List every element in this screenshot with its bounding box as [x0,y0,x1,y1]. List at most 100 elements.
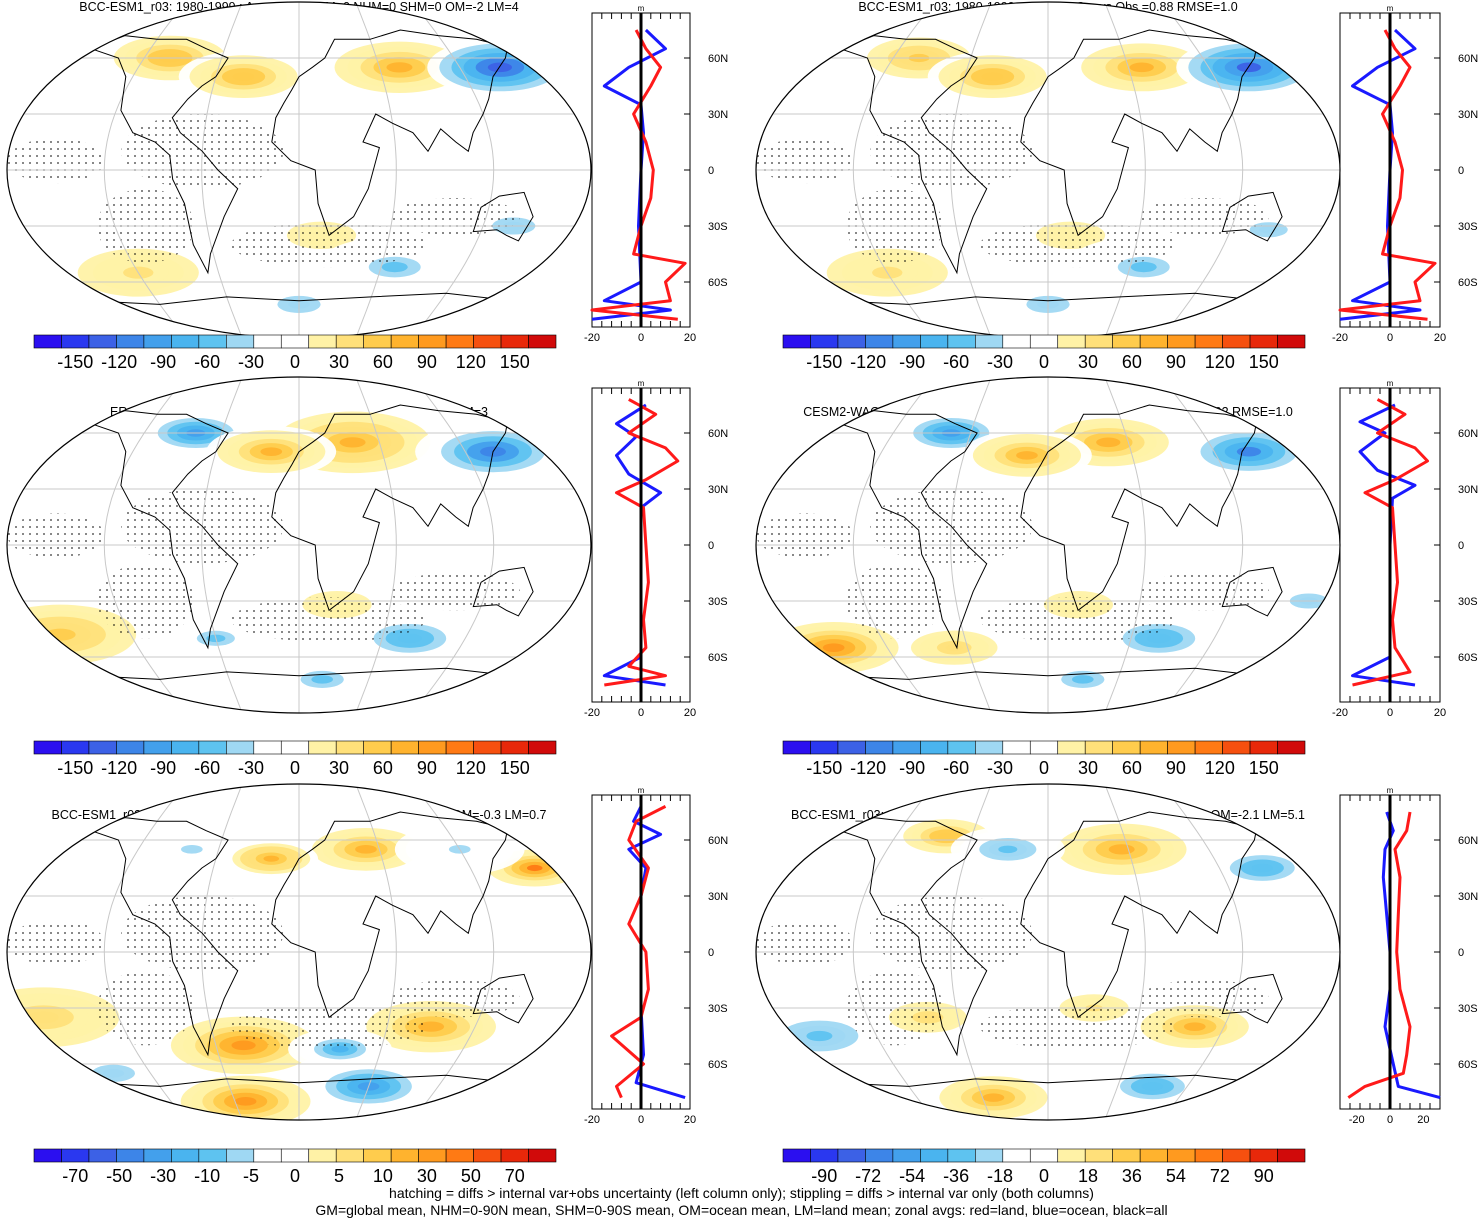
colorbar-label: -60 [943,758,969,778]
colorbar: -150 -120 -90 -60 -30 0 30 60 90 120 150 [33,334,557,372]
zonal-lat-label: 30N [1458,109,1478,121]
stippling-region-3 [756,513,854,559]
colorbar-label: 60 [1122,352,1142,372]
coastline-3 [1221,973,1283,1024]
zonal-lat-label: 60S [1458,277,1478,289]
anomaly-10-level-1 [102,1069,125,1078]
zonal-lat-label: 0 [708,947,714,959]
colorbar-swatch-3 [88,334,117,349]
coastline-3 [472,973,534,1024]
colorbar-label: 60 [373,758,393,778]
colorbar-label: 36 [1122,1166,1142,1186]
graticule [756,377,1340,713]
colorbar-swatch-11 [308,1148,337,1163]
colorbar-swatch-19 [528,740,557,755]
colorbar-swatch-13 [363,334,392,349]
colorbar-swatch-3 [88,740,117,755]
meridian--120 [852,784,935,1120]
coastline-2 [1020,811,1258,1019]
coastline-2 [1020,29,1258,237]
zonal-xtick-label: 20 [684,1114,696,1126]
colorbar-swatch-8 [226,334,255,349]
anomaly-6-level-1 [1146,633,1171,644]
colorbar-label: 54 [1166,1166,1186,1186]
colorbar-label: -150 [57,758,93,778]
zonal-lat-label: 30S [1458,221,1478,233]
anomaly-2-level-1 [487,62,513,73]
world-map [755,783,1341,1121]
zonal-land-line [1347,811,1412,1099]
zonal-ocean-line [1351,403,1417,687]
colorbar-label: -30 [238,758,264,778]
zonal-xtick-label: 0 [638,707,644,719]
map-border [6,783,592,1121]
colorbar-swatch-14 [390,740,419,755]
stippling-region-4 [980,222,1175,268]
coastline-3 [1221,566,1283,617]
stippling-region-4 [980,597,1175,643]
colorbar-swatch-11 [308,740,337,755]
coastline-3 [472,566,534,617]
meridian--60 [201,784,243,1120]
coastline-3 [1221,191,1283,242]
colorbar-swatch-5 [143,740,172,755]
meridian--120 [852,377,935,713]
colorbar-label: 120 [456,352,486,372]
zonal-lat-label: 60S [708,277,728,289]
zonal-xtick-label: -20 [1349,1114,1365,1126]
zonal-xtick-label: 0 [1387,1114,1393,1126]
anomaly-1-level-1 [386,62,413,73]
colorbar-label: 72 [1210,1166,1230,1186]
colorbar-swatch-14 [390,1148,419,1163]
world-map [6,1,592,339]
meridian--120 [852,2,935,338]
colorbar-swatch-10 [1029,740,1059,755]
colorbar-label: -120 [101,758,137,778]
map-field [7,784,591,1120]
colorbar-swatch-19 [528,334,557,349]
colorbar-swatch-19 [1277,334,1306,349]
anomaly-6-level-1 [397,633,422,644]
coastline-1 [90,817,239,1057]
colorbar-label: -10 [194,1166,220,1186]
meridian-60 [355,377,397,713]
meridian--120 [103,2,186,338]
colorbar-swatch-7 [947,334,976,349]
anomaly-5-level-1 [1183,1022,1206,1031]
colorbar-label: 10 [373,1166,393,1186]
zonal-lat-label: 0 [1458,947,1464,959]
colorbar-swatch-12 [1084,740,1113,755]
colorbar-swatch-5 [143,1148,172,1163]
graticule [7,2,591,338]
colorbar-label: 0 [1039,758,1049,778]
colorbar-swatch-4 [865,334,894,349]
stippling-region-3 [756,138,854,184]
colorbar-swatch-18 [500,334,529,349]
zonal-lat-label: 30S [1458,1003,1478,1015]
zonal-land-line [590,29,687,321]
graticule [7,784,591,1120]
world-map [6,376,592,714]
zonal-lat-label: 60N [708,835,728,847]
colorbar-label: 150 [1249,352,1279,372]
world-map [6,783,592,1121]
anomaly-8-level-1 [231,1040,256,1051]
colorbar-label: -5 [243,1166,259,1186]
coastline-2 [271,404,509,612]
colorbar-label: 0 [1039,1166,1049,1186]
meridian--120 [103,377,186,713]
zonal-lat-label: 60N [1458,53,1478,65]
zonal-lat-label: 0 [708,165,714,177]
colorbar-swatch-14 [390,334,419,349]
coastline-3 [472,191,534,242]
colorbar-label: 60 [1122,758,1142,778]
anomaly-7-level-1 [28,1011,59,1024]
zonal-xtick-label: 0 [1387,332,1393,344]
coastline-1 [839,410,988,650]
colorbar-swatch-16 [445,740,474,755]
colorbar-swatch-7 [947,740,976,755]
colorbar-swatch-19 [1277,740,1306,755]
colorbar-label: -30 [150,1166,176,1186]
zonal-units-label: m [1387,786,1394,795]
